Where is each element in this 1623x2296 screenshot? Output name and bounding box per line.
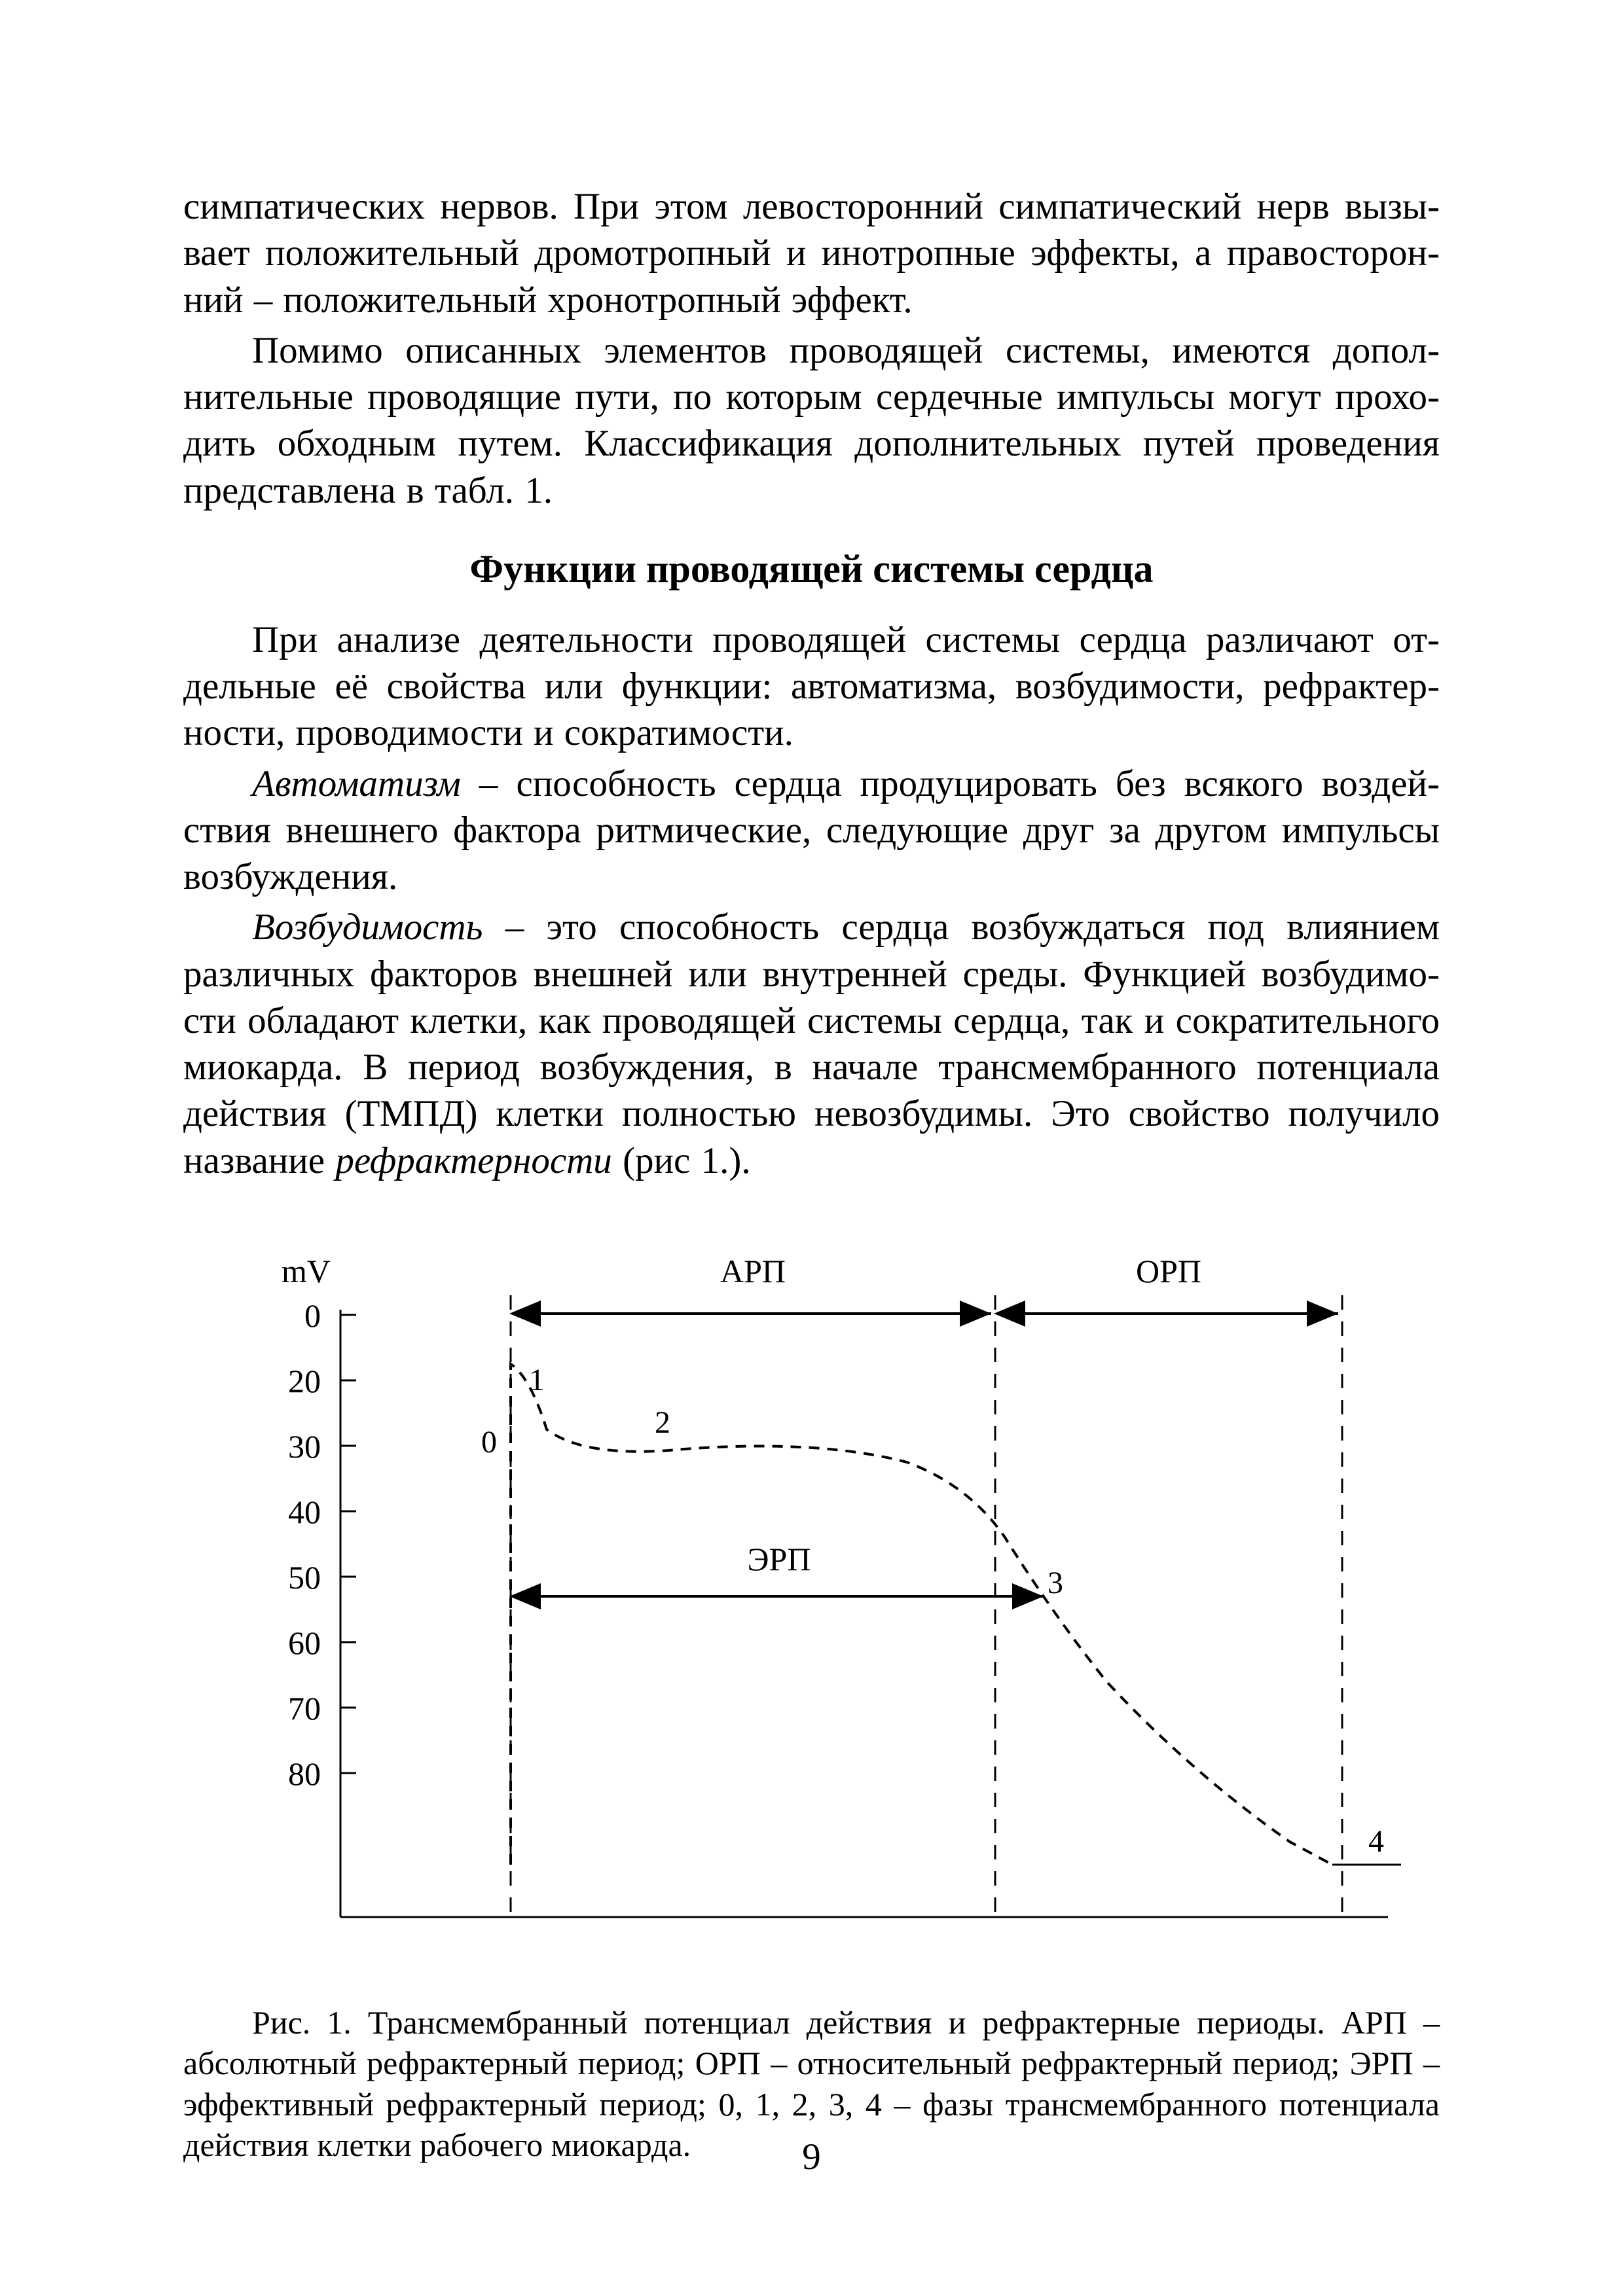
svg-text:ОРП: ОРП — [1135, 1253, 1201, 1289]
svg-text:0: 0 — [481, 1425, 497, 1460]
svg-text:30: 30 — [288, 1428, 321, 1465]
svg-text:mV: mV — [282, 1253, 331, 1289]
paragraph-5-end: (рис 1.). — [612, 1140, 751, 1181]
svg-text:4: 4 — [1368, 1824, 1384, 1859]
term-avtomatizm: Автоматизм — [252, 763, 461, 804]
svg-text:40: 40 — [288, 1494, 321, 1530]
svg-text:50: 50 — [288, 1559, 321, 1596]
svg-text:70: 70 — [288, 1690, 321, 1727]
svg-text:2: 2 — [655, 1405, 670, 1440]
paragraph-3: При анализе деятельности проводящей сист… — [183, 617, 1440, 757]
term-vozbudimost: Возбудимость — [252, 906, 483, 948]
term-refrakternosti: рефрактерности — [335, 1140, 611, 1181]
svg-text:60: 60 — [288, 1624, 321, 1661]
paragraph-2: Помимо описанных элементов проводящей си… — [183, 327, 1440, 514]
action-potential-chart: mV020304050607080АРПОРПЭРП01234 — [196, 1230, 1427, 1963]
svg-text:80: 80 — [288, 1755, 321, 1792]
section-heading: Функции проводящей системы сердца — [183, 547, 1440, 592]
paragraph-5: Возбудимость – это способность сердца во… — [183, 904, 1440, 1184]
svg-text:1: 1 — [529, 1363, 545, 1397]
svg-text:3: 3 — [1048, 1566, 1063, 1600]
svg-text:ЭРП: ЭРП — [747, 1541, 811, 1577]
svg-text:0: 0 — [304, 1297, 321, 1334]
svg-text:АРП: АРП — [720, 1253, 785, 1289]
paragraph-1: симпатических нервов. При этом левосторо… — [183, 183, 1440, 323]
figure-1: mV020304050607080АРПОРПЭРП01234 — [183, 1230, 1440, 1963]
page-number: 9 — [0, 2136, 1623, 2178]
paragraph-4: Автоматизм – способность сердца продуцир… — [183, 761, 1440, 901]
svg-text:20: 20 — [288, 1363, 321, 1399]
